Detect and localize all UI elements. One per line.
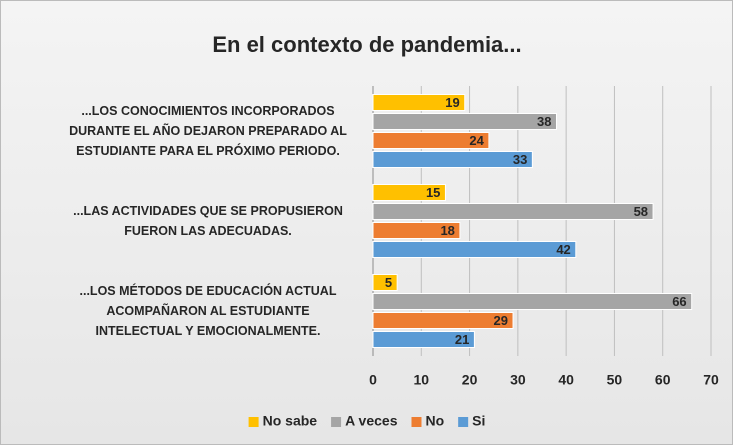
category-label: ...LOS CONOCIMIENTOS INCORPORADOS DURANT… — [69, 104, 347, 158]
data-label: 58 — [634, 204, 648, 219]
bar — [372, 151, 533, 168]
bar — [372, 184, 446, 201]
data-label: 33 — [513, 152, 527, 167]
bar — [372, 203, 654, 220]
data-label: 66 — [672, 294, 686, 309]
bar — [372, 132, 490, 149]
x-tick-label: 50 — [607, 372, 623, 388]
x-tick-label: 30 — [510, 372, 526, 388]
legend-swatch — [411, 417, 422, 427]
x-tick-label: 20 — [462, 372, 478, 388]
bar — [372, 331, 475, 348]
category-label: ...LOS MÉTODOS DE EDUCACIÓN ACTUAL ACOMP… — [79, 284, 337, 338]
legend-swatch — [331, 417, 342, 427]
category-label: ...LAS ACTIVIDADES QUE SE PROPUSIERON FU… — [73, 204, 343, 238]
legend-swatch — [458, 417, 469, 427]
legend: No sabe A veces No Si — [248, 413, 485, 429]
bar — [372, 293, 693, 310]
chart-title: En el contexto de pandemia... — [212, 32, 521, 57]
legend-swatch — [248, 417, 259, 427]
legend-label: No — [425, 413, 444, 429]
bar — [372, 222, 461, 239]
data-label: 38 — [537, 114, 551, 129]
bar — [372, 312, 514, 329]
bar — [372, 241, 577, 258]
data-label: 24 — [469, 133, 484, 148]
data-label: 18 — [440, 223, 454, 238]
data-label: 29 — [494, 313, 508, 328]
x-tick-label: 70 — [703, 372, 719, 388]
x-tick-label: 60 — [655, 372, 671, 388]
bar — [372, 113, 557, 130]
bar — [372, 94, 466, 111]
data-label: 19 — [445, 95, 459, 110]
legend-label: A veces — [345, 413, 398, 429]
x-tick-label: 10 — [413, 372, 429, 388]
legend-label: No sabe — [263, 413, 318, 429]
data-label: 5 — [385, 275, 392, 290]
data-label: 21 — [455, 332, 469, 347]
bar — [372, 274, 398, 291]
x-tick-label: 40 — [558, 372, 574, 388]
data-label: 15 — [426, 185, 440, 200]
legend-label: Si — [472, 413, 485, 429]
data-label: 42 — [556, 242, 570, 257]
x-tick-label: 0 — [369, 372, 377, 388]
